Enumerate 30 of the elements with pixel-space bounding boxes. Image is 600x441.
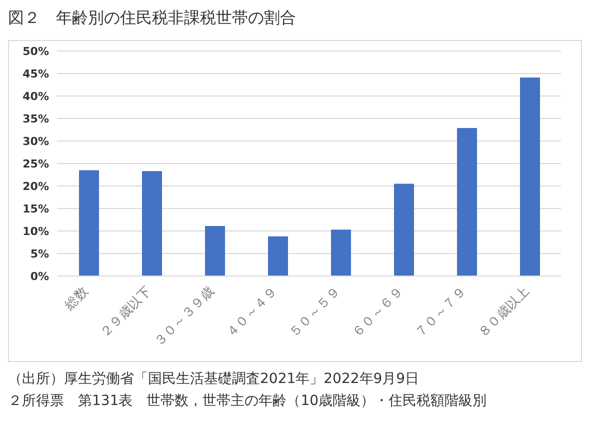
y-tick-label: 30% — [22, 134, 49, 148]
y-tick-label: 35% — [22, 112, 49, 126]
x-tick-label: ７０～７９ — [412, 284, 470, 341]
bar — [268, 236, 288, 276]
text: ２所得票 第131表 世帯数，世帯主の年齢（10歳階級）・住民税額階級別 — [8, 392, 488, 410]
x-tick-label: ５０～５９ — [286, 284, 344, 341]
y-tick-label: 10% — [22, 224, 49, 238]
x-tick-label: 総数 — [62, 284, 92, 314]
text: （出所）厚生労働省「国民生活基礎調査2021年」2022年9月9日 — [8, 370, 420, 388]
bar — [394, 184, 414, 276]
x-tick-label: ２９歳以下 — [98, 284, 154, 341]
y-tick-label: 15% — [22, 202, 49, 216]
y-tick-label: 45% — [22, 67, 49, 80]
y-tick-label: 25% — [22, 157, 49, 170]
y-tick-label: 40% — [22, 90, 49, 103]
x-tick-label: ３０～３９歳 — [152, 284, 218, 350]
x-tick-label: ６０～６９ — [350, 284, 406, 341]
x-tick-label: ８０歳以上 — [476, 284, 532, 341]
bar — [79, 170, 99, 276]
bar — [520, 78, 540, 276]
bar — [142, 171, 162, 276]
x-tick-label: ４０～４９ — [224, 284, 280, 341]
y-tick-label: 20% — [22, 180, 49, 193]
chart-title: 図２ 年齢別の住民税非課税世帯の割合 — [8, 8, 297, 29]
bar — [205, 226, 225, 276]
y-tick-label: 0% — [30, 270, 49, 283]
bar — [331, 230, 351, 276]
y-tick-label: 5% — [30, 247, 49, 260]
y-tick-label: 50% — [22, 44, 49, 58]
bar — [457, 128, 477, 276]
